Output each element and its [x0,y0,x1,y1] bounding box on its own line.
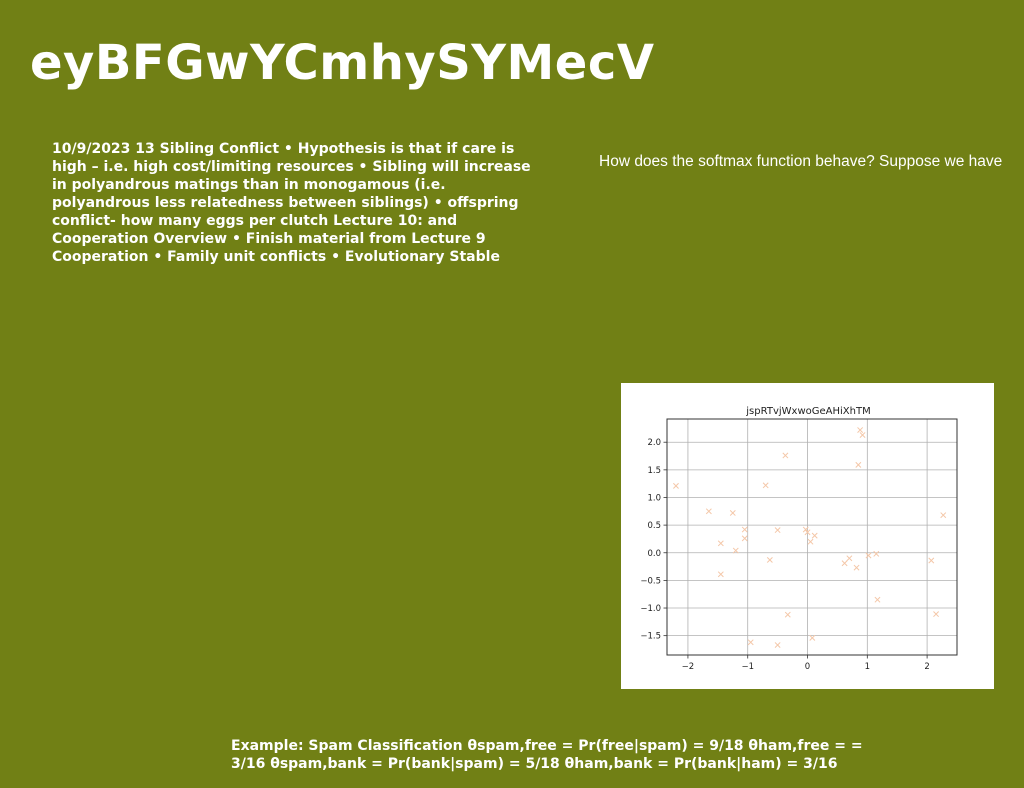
scatter-point [855,461,862,468]
x-tick-label: −1 [741,662,754,672]
scatter-point [774,527,781,534]
y-tick-label: 0.0 [647,549,661,559]
scatter-point [705,508,712,515]
grid-lines [667,419,957,655]
scatter-point [784,611,791,618]
scatter-point [933,611,940,618]
scatter-point [841,560,848,567]
scatter-point [802,526,809,533]
scatter-point [928,557,935,564]
scatter-point [732,547,739,554]
data-points [673,427,947,649]
scatter-point [774,642,781,649]
axis-ticks: −2 −1 0 1 2 2.0 1.5 1.0 0.5 0.0 −0.5 −1.0 −1.5 [640,438,929,672]
scatter-point [846,555,853,562]
scatter-point [811,532,818,539]
scatter-point [809,634,816,641]
scatter-point [807,538,814,545]
chart-title: jspRTvjWxwoGeAHiXhTM [745,406,870,417]
y-tick-label: 2.0 [647,438,661,448]
scatter-point [673,482,679,489]
scatter-point [747,639,754,646]
x-tick-label: −2 [682,662,695,672]
scatter-point [859,432,866,438]
x-tick-label: 0 [805,662,810,672]
scatter-chart: jspRTvjWxwoGeAHiXhTM −2 −1 0 1 2 2.0 1.5 1.0 0.5… [640,406,958,672]
scatter-point [873,550,880,557]
scatter-point [782,452,789,459]
scatter-point [940,512,947,519]
y-tick-label: 0.5 [647,521,661,531]
x-tick-label: 1 [865,662,870,672]
scatter-point [865,552,872,559]
scatter-point [741,535,748,542]
scatter-point [874,596,881,603]
y-tick-label: −1.0 [640,604,661,614]
scatter-point [857,427,864,434]
y-tick-label: 1.5 [647,466,661,476]
y-tick-label: −1.5 [640,632,661,642]
footer-text: Example: Spam Classification θspam,free … [231,738,863,772]
plot-frame [666,418,958,656]
body-text: 10/9/2023 13 Sibling Conflict • Hypothes… [52,141,531,265]
scatter-point [717,540,724,547]
scatter-figure: jspRTvjWxwoGeAHiXhTM −2 −1 0 1 2 2.0 1.5 1.0 0.5… [621,383,994,689]
question-text: How does the softmax function behave? Su… [599,153,1003,170]
scatter-point [766,556,773,563]
scatter-point [804,529,811,536]
scatter-point [729,510,736,516]
y-tick-label: 1.0 [647,493,661,503]
y-tick-label: −0.5 [640,576,661,586]
scatter-point [853,564,860,571]
x-tick-label: 2 [924,662,929,672]
scatter-point [717,571,724,578]
page-title: eyBFGwYCmhySYMecV [30,35,655,91]
scatter-point [741,526,748,533]
scatter-point [762,482,769,489]
